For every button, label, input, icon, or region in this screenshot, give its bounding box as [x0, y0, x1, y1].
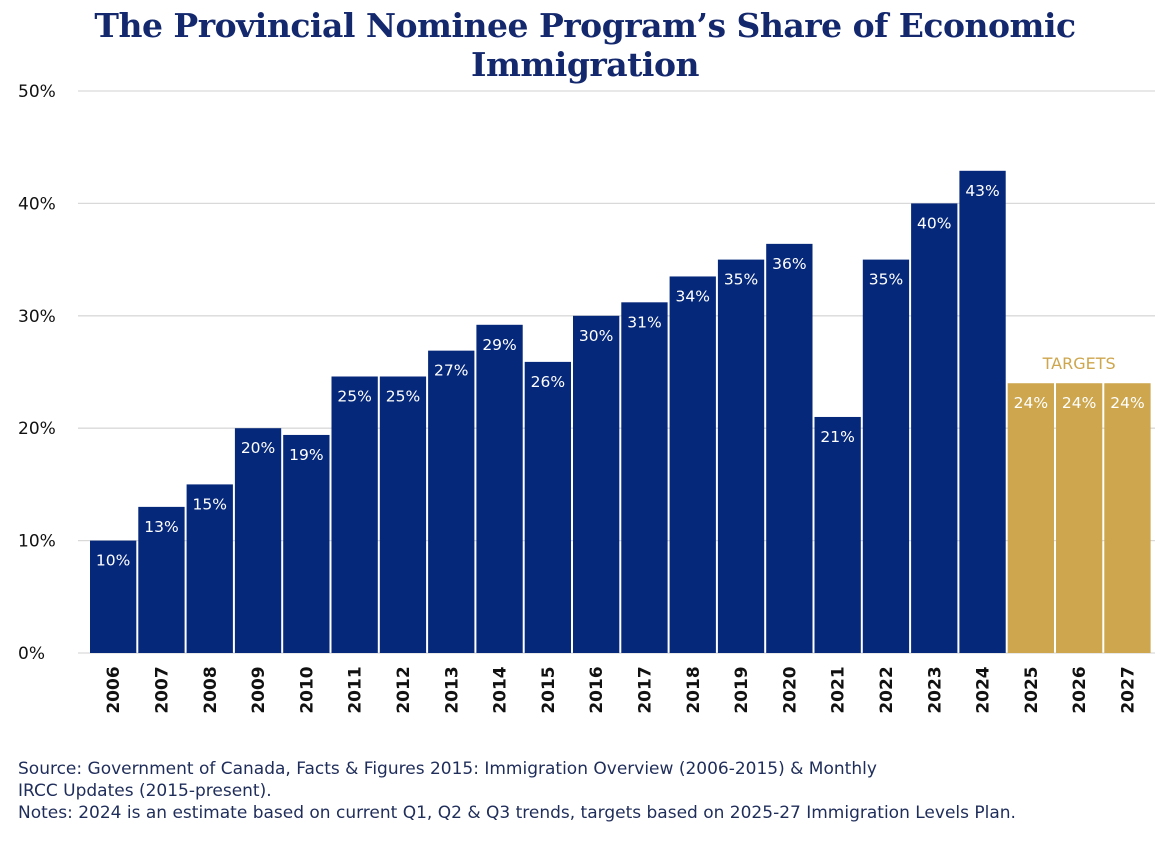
x-tick-label: 2014: [491, 666, 511, 713]
y-tick-label: 0%: [18, 644, 45, 664]
bar: [1056, 383, 1103, 653]
x-tick-label: 2027: [1118, 666, 1138, 713]
x-tick-label: 2024: [974, 666, 994, 713]
data-label: 25%: [386, 387, 420, 405]
y-tick-label: 30%: [18, 307, 56, 327]
bar: [766, 243, 813, 653]
data-label: 20%: [241, 439, 275, 457]
x-tick-label: 2009: [249, 666, 269, 713]
bar: [283, 434, 330, 653]
data-label: 15%: [193, 495, 227, 513]
bar: [186, 484, 233, 653]
bar: [621, 302, 668, 653]
data-label: 35%: [724, 271, 758, 289]
data-label: 27%: [434, 362, 468, 380]
bar: [911, 203, 958, 653]
x-tick-label: 2015: [539, 666, 559, 713]
notes-line: Notes: 2024 is an estimate based on curr…: [18, 803, 1016, 823]
bar: [959, 170, 1006, 653]
x-tick-label: 2008: [201, 666, 221, 713]
chart-title: The Provincial Nominee Program’s Share o…: [94, 6, 1076, 84]
bar: [1104, 383, 1151, 653]
bar: [862, 259, 910, 653]
bar: [379, 376, 427, 653]
x-tick-label: 2013: [442, 666, 462, 713]
x-tick-label: 2007: [152, 666, 172, 713]
data-label: 36%: [772, 255, 806, 273]
bar: [669, 276, 716, 653]
chart-footer: Source: Government of Canada, Facts & Fi…: [18, 758, 1158, 824]
x-tick-label: 2016: [587, 666, 607, 713]
source-line-2: IRCC Updates (2015-present).: [18, 781, 272, 801]
data-label: 26%: [531, 373, 565, 391]
data-label: 30%: [579, 327, 613, 345]
bar: [717, 259, 765, 653]
data-label: 35%: [869, 271, 903, 289]
x-tick-label: 2017: [635, 666, 655, 713]
bar: [331, 376, 378, 653]
x-tick-label: 2023: [925, 666, 945, 713]
targets-label: TARGETS: [1042, 354, 1116, 373]
data-label: 34%: [676, 287, 710, 305]
data-label: 24%: [1110, 394, 1144, 412]
bar: [138, 506, 185, 653]
y-tick-label: 40%: [18, 194, 56, 214]
data-label: 40%: [917, 214, 951, 232]
y-tick-label: 20%: [18, 419, 56, 439]
bar: [1007, 383, 1054, 653]
data-label: 29%: [482, 336, 516, 354]
x-tick-label: 2025: [1022, 666, 1042, 713]
bar-chart: 0% 10% 20% 30% 40% 50% 10% 2006 13% 2007 15% 2008 20…: [18, 82, 1155, 714]
x-tick-label: 2019: [732, 666, 752, 713]
bar: [234, 428, 282, 653]
bar: [90, 540, 137, 653]
bar: [814, 416, 861, 653]
x-tick-label: 2011: [346, 666, 366, 713]
bar: [476, 324, 523, 653]
bar: [428, 350, 475, 653]
bar: [573, 315, 620, 653]
y-tick-label: 50%: [18, 82, 56, 102]
data-label: 24%: [1062, 394, 1096, 412]
x-tick-label: 2012: [394, 666, 414, 713]
data-label: 21%: [820, 428, 854, 446]
x-tick-label: 2021: [829, 666, 849, 713]
data-label: 10%: [96, 552, 130, 570]
data-label: 24%: [1014, 394, 1048, 412]
x-tick-label: 2010: [297, 666, 317, 713]
data-label: 43%: [965, 182, 999, 200]
x-tick-label: 2006: [104, 666, 124, 713]
data-label: 25%: [337, 387, 371, 405]
data-label: 31%: [627, 313, 661, 331]
x-tick-label: 2026: [1070, 666, 1090, 713]
data-label: 13%: [144, 518, 178, 536]
source-line-1: Source: Government of Canada, Facts & Fi…: [18, 759, 877, 779]
bar: [524, 361, 571, 653]
y-tick-label: 10%: [18, 532, 56, 552]
x-tick-label: 2020: [780, 666, 800, 713]
x-tick-label: 2018: [684, 666, 704, 713]
data-label: 19%: [289, 446, 323, 464]
x-tick-label: 2022: [877, 666, 897, 713]
